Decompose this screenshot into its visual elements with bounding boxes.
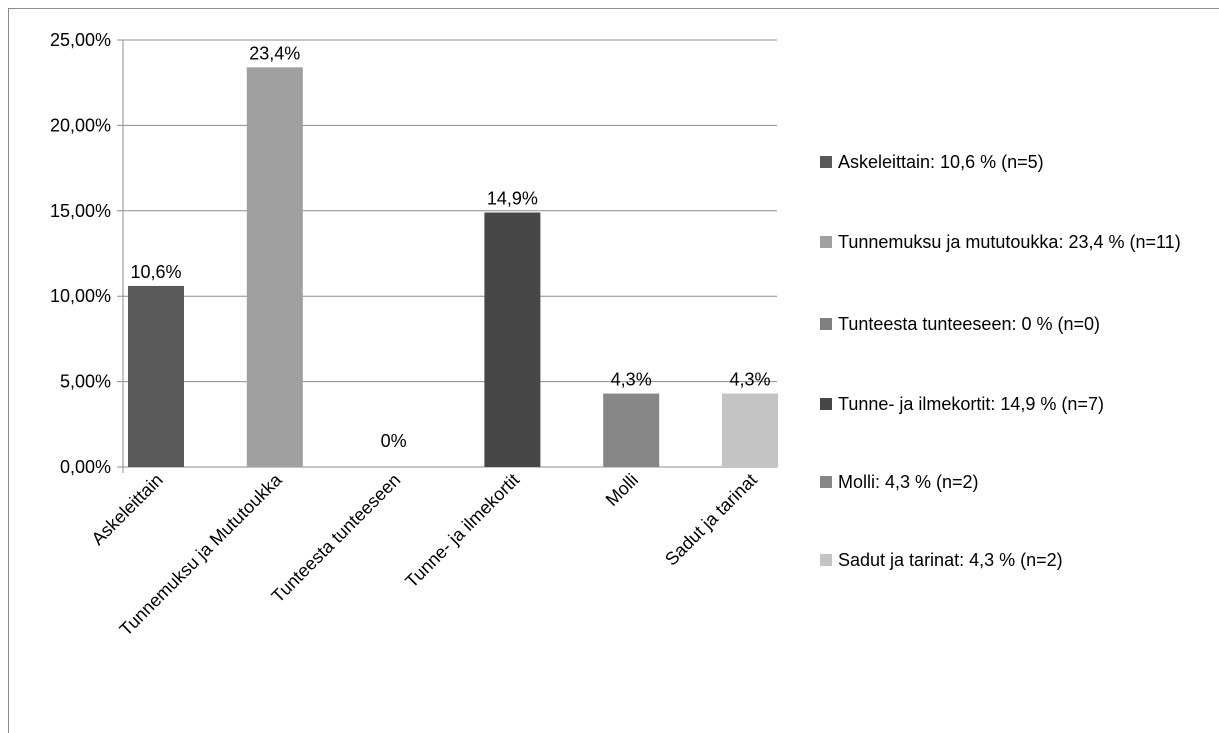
legend-entry: Molli: 4,3 % (n=2) [820,468,1192,496]
x-tick-label: Tunne- ja ilmekortit [401,470,523,592]
legend-entry: Tunteesta tunteeseen: 0 % (n=0) [820,310,1192,338]
y-tick-label: 20,00% [50,115,111,135]
legend-swatch [820,398,832,410]
legend-swatch [820,554,832,566]
data-label: 10,6% [130,262,181,282]
legend-label: Askeleittain: 10,6 % (n=5) [838,152,1044,172]
x-tick-label: Tunteesta tunteeseen [268,470,405,607]
frame [8,8,1219,733]
y-tick-label: 15,00% [50,201,111,221]
legend-label: Sadut ja tarinat: 4,3 % (n=2) [838,550,1063,570]
legend-label: Tunnemuksu ja mututoukka: 23,4 % (n=11) [838,232,1181,252]
legend-label: Tunne- ja ilmekortit: 14,9 % (n=7) [838,394,1104,414]
legend-entry: Askeleittain: 10,6 % (n=5) [820,148,1192,176]
x-tick-label: Molli [602,470,642,510]
data-label: 23,4% [249,43,300,63]
legend-label: Tunteesta tunteeseen: 0 % (n=0) [838,314,1101,334]
x-tick-label: Sadut ja tarinat [661,470,761,570]
legend-entry: Tunnemuksu ja mututoukka: 23,4 % (n=11) [820,228,1192,256]
bar [603,393,660,467]
bar [484,212,541,467]
legend-label: Molli: 4,3 % (n=2) [838,472,979,492]
legend-swatch [820,318,832,330]
legend-entry: Sadut ja tarinat: 4,3 % (n=2) [820,546,1192,574]
bar [128,285,184,467]
data-label: 14,9% [487,189,538,209]
y-tick-label: 0,00% [60,457,111,477]
legend-swatch [820,476,832,488]
bar [722,393,778,467]
y-tick-label: 10,00% [50,286,111,306]
y-tick-label: 25,00% [50,30,111,50]
x-tick-label: Askeleittain [88,470,167,549]
legend-swatch [820,156,832,168]
legend-entry: Tunne- ja ilmekortit: 14,9 % (n=7) [820,390,1192,418]
data-label: 4,3% [611,370,652,390]
y-tick-label: 5,00% [60,372,111,392]
data-label: 4,3% [729,370,770,390]
data-label: 0% [381,431,407,451]
legend-swatch [820,236,832,248]
bar [246,67,303,467]
